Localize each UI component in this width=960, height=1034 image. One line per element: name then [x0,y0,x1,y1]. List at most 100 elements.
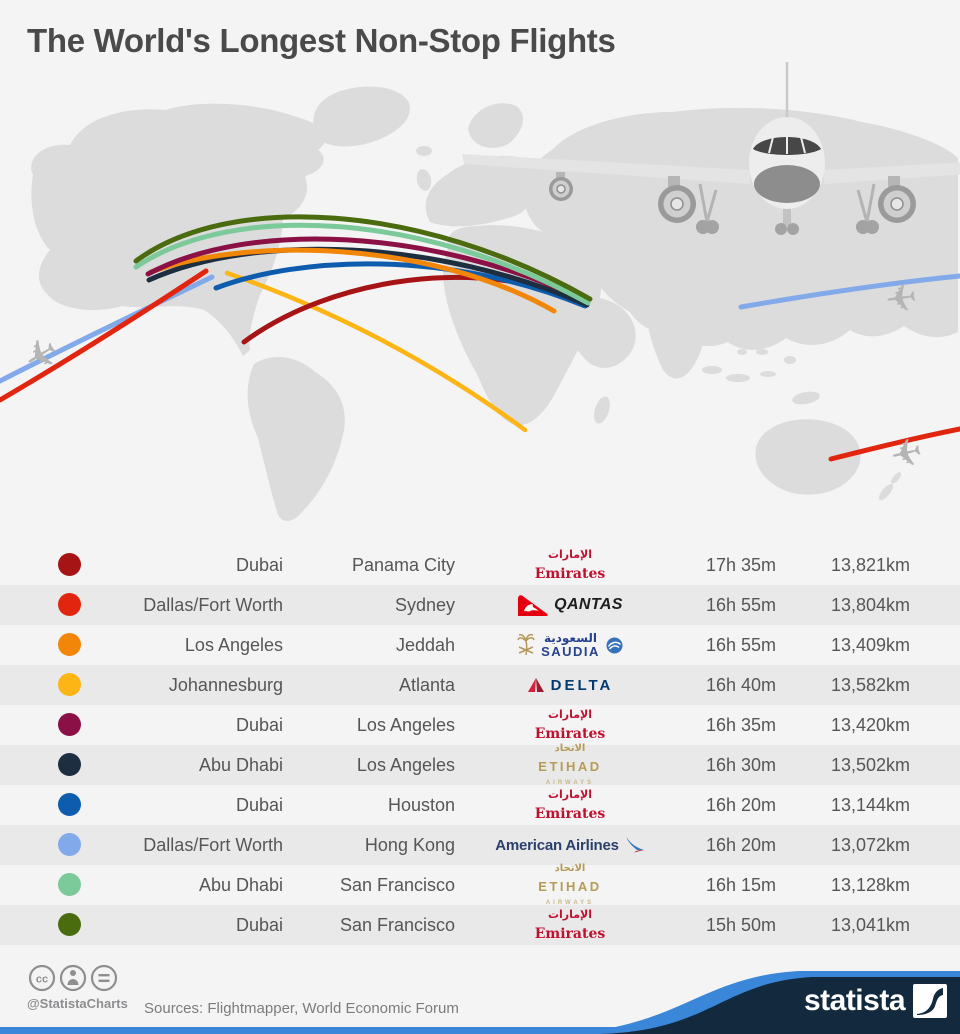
flight-duration: 16h 55m [705,635,776,655]
flight-distance: 13,420km [830,715,910,735]
emirates-calligraphy-icon: الإمارات [547,907,593,921]
flight-duration: 15h 50m [705,915,776,935]
route-color-dot [58,833,81,856]
arc-dfw-hongkong-west [0,274,215,384]
arc-dubai-losangeles [145,236,591,304]
airline-logo: QANTAS [478,585,662,625]
arabian-peninsula [560,295,636,368]
arc-dfw-hongkong-east [738,273,960,310]
qantas-kangaroo-icon [518,595,548,616]
arc-dfw-sydney-east [828,426,960,462]
flight-distance: 13,041km [830,915,910,935]
destination-city: Sydney [394,595,455,615]
emirates-calligraphy-icon: الإمارات [547,787,593,801]
saudia-logo: السعودية SAUDIA [517,631,623,659]
flight-row: Abu Dhabi San Francisco الاتحاد ETIHAD A… [0,863,960,906]
south-america [247,357,345,521]
saudia-bird-icon [606,637,623,653]
flight-row: Dubai Houston الإمارات Emirates 16h 20m … [0,785,960,825]
landing-gear [698,183,876,223]
etihad-logo: الاتحاد ETIHAD AIRWAYS [538,743,602,786]
american-eagle-icon [626,837,644,853]
scandinavia [468,103,523,148]
route-color-dot [58,553,81,576]
route-color-dot [58,673,81,696]
emirates-logo: الإمارات Emirates [534,547,606,582]
flight-distance: 13,821km [830,555,910,575]
flight-duration: 16h 35m [705,715,776,735]
airline-logo: الإمارات Emirates [478,545,662,585]
arc-dubai-sanfrancisco [133,214,593,302]
route-color-dot [58,633,81,656]
emirates-logo: الإمارات Emirates [534,907,606,942]
madagascar [594,396,610,424]
flight-row: Dallas/Fort Worth Sydney QANTAS 16h 55m … [0,585,960,625]
new-guinea [792,391,820,405]
origin-city: Abu Dhabi [198,755,283,775]
flight-row: Los Angeles Jeddah السعودية SAUDIA 16h 5… [0,625,960,665]
flight-row: Dubai San Francisco الإمارات Emirates 15… [0,905,960,945]
engine-right [878,185,916,223]
new-zealand [878,483,894,501]
origin-city: Dubai [235,555,283,575]
flight-distance: 13,128km [830,875,910,895]
page-title: The World's Longest Non-Stop Flights [27,22,616,59]
statista-brand: statista [804,984,947,1018]
etihad-arabic-icon: الاتحاد [554,863,586,874]
flight-duration: 16h 30m [705,755,776,775]
japan [801,229,815,247]
arc-abudhabi-losangeles [146,246,590,308]
no-derivatives-icon [90,964,118,992]
destination-city: Atlanta [398,675,455,695]
route-color-dot [58,753,81,776]
flight-duration: 16h 15m [705,875,776,895]
destination-city: Panama City [351,555,455,575]
flight-distance: 13,409km [830,635,910,655]
emirates-logo: الإمارات Emirates [534,707,606,742]
origin-city: Dallas/Fort Worth [143,595,283,615]
etihad-logo: الاتحاد ETIHAD AIRWAYS [538,863,602,906]
airline-logo: الإمارات Emirates [478,905,662,945]
continents [31,86,958,521]
airline-logo: السعودية SAUDIA [478,625,662,665]
flight-distance: 13,582km [830,675,910,695]
etihad-arabic-icon: الاتحاد [554,743,586,754]
plane-silhouette-left: ✈ [14,325,67,382]
plane-silhouette-right-bottom: ✈ [886,427,927,477]
emirates-calligraphy-icon: الإمارات [547,707,593,721]
delta-widget-icon [527,678,544,692]
flight-distance: 13,502km [830,755,910,775]
india [646,293,705,379]
origin-city: Los Angeles [184,635,283,655]
arc-dubai-houston [213,261,588,309]
airline-logo: DELTA [478,665,662,705]
philippines [748,322,756,338]
route-color-dot [58,873,81,896]
qantas-logo: QANTAS [517,594,623,616]
arc-dfw-sydney-west [0,268,209,403]
flight-duration: 16h 20m [705,835,776,855]
arc-losangeles-jeddah [148,247,557,314]
flight-duration: 16h 20m [705,795,776,815]
footer-wave [0,971,960,1034]
american-airlines-logo: American Airlines [495,837,645,854]
origin-city: Dallas/Fort Worth [143,835,283,855]
attribution-icon [59,964,87,992]
origin-city: Dubai [235,715,283,735]
world-map: ✈ ✈ ✈ [0,62,960,521]
flight-row: Dallas/Fort Worth Hong Kong American Air… [0,825,960,865]
europe [425,155,537,227]
flight-distance: 13,144km [830,795,910,815]
engine-left-inner [658,185,696,223]
cc-license-icons: cc [28,964,118,992]
saudia-palm-icon [517,633,535,656]
engine-left-outer [549,177,573,201]
origin-city: Johannesburg [168,675,283,695]
destination-city: Jeddah [395,635,455,655]
flight-row: Abu Dhabi Los Angeles الاتحاد ETIHAD AIR… [0,743,960,786]
destination-city: San Francisco [339,915,455,935]
emirates-calligraphy-icon: الإمارات [547,547,593,561]
origin-city: Abu Dhabi [198,875,283,895]
emirates-logo: الإمارات Emirates [534,787,606,822]
